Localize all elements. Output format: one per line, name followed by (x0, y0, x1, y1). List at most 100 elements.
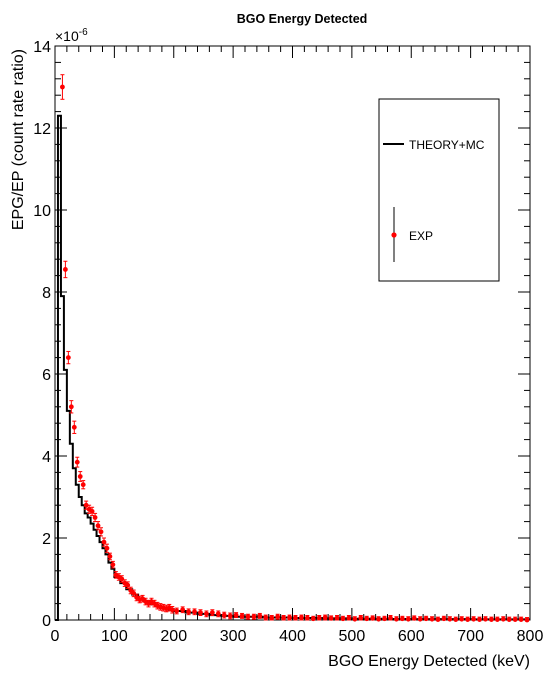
exp-marker (299, 615, 304, 620)
y-tick-label: 8 (42, 285, 51, 302)
exp-marker (65, 355, 71, 360)
exp-data-point (251, 613, 257, 620)
exp-data-point (299, 614, 304, 621)
exp-data-point (423, 615, 429, 622)
exp-data-point (107, 552, 113, 561)
exp-marker (518, 617, 524, 622)
exp-marker (334, 615, 340, 621)
exp-marker (281, 615, 286, 621)
exp-marker (83, 502, 89, 508)
exp-data-point (275, 613, 281, 620)
exp-marker (263, 615, 269, 620)
x-tick-label: 300 (220, 628, 247, 645)
exp-data-point (370, 615, 376, 621)
exp-marker (269, 615, 275, 621)
exp-marker (340, 616, 346, 622)
exp-marker (257, 613, 263, 619)
exp-marker (435, 617, 441, 622)
exp-marker (399, 616, 405, 622)
y-tick-label: 6 (42, 367, 51, 384)
exp-marker (494, 617, 500, 622)
exp-marker (364, 616, 370, 622)
exp-marker (77, 474, 83, 479)
exp-data-point (512, 616, 518, 622)
exp-marker (500, 616, 506, 622)
exp-data-point (110, 560, 116, 569)
exp-marker (92, 515, 98, 520)
exp-data-point (376, 616, 381, 622)
exp-marker (107, 554, 113, 559)
legend: THEORY+MC EXP (378, 98, 500, 282)
exp-marker (110, 562, 116, 568)
exp-marker (68, 404, 74, 410)
exp-marker (524, 617, 530, 623)
exp-marker (221, 612, 227, 618)
exp-marker (411, 615, 417, 621)
exp-data-point (80, 480, 86, 490)
exp-marker (382, 616, 387, 622)
exp-data-point (192, 608, 197, 616)
y-tick-label: 4 (42, 449, 51, 466)
exp-marker (125, 582, 131, 588)
exp-marker (60, 84, 65, 90)
exp-marker (293, 615, 298, 621)
exp-marker (506, 617, 512, 622)
exp-data-point (364, 615, 370, 622)
exp-marker (316, 615, 322, 621)
exp-marker (192, 609, 197, 615)
y-axis-label: EPG/EP (count rate ratio) (10, 49, 27, 230)
exp-data-point (453, 616, 459, 622)
exp-data-point (459, 616, 465, 622)
exp-data-point (98, 527, 104, 537)
exp-marker (417, 616, 423, 622)
exp-data-point (483, 616, 488, 622)
axes: 0 100 200 300 400 500 600 700 800 0 2 4 6 8 10 12 14 (33, 39, 543, 645)
exp-marker (74, 459, 80, 465)
exp-marker (180, 607, 186, 613)
exp-data-point (245, 613, 251, 620)
exp-data-point (89, 506, 95, 516)
exp-marker (71, 424, 77, 430)
exp-marker (423, 616, 429, 622)
exp-marker (128, 588, 134, 593)
exp-data-point (186, 608, 191, 616)
exp-data-point (346, 614, 352, 621)
exp-data-point (500, 616, 506, 622)
exp-marker (140, 596, 145, 602)
exp-data-point (204, 610, 209, 618)
exp-marker (101, 539, 107, 545)
exp-marker (131, 590, 137, 596)
exp-marker (310, 616, 316, 622)
legend-exp-label: EXP (409, 229, 433, 243)
y-tick-label: 14 (33, 39, 51, 56)
x-tick-label: 400 (279, 628, 306, 645)
legend-box (378, 98, 500, 282)
exp-data-point (524, 617, 530, 623)
exp-marker (275, 614, 281, 620)
exp-data-point (239, 612, 245, 619)
y-tick-label: 2 (42, 531, 51, 548)
exp-marker (119, 576, 125, 582)
exp-data-point (198, 609, 203, 616)
exp-marker (227, 613, 233, 619)
y-exponent-power: -6 (79, 27, 88, 38)
x-tick-label: 600 (398, 628, 425, 645)
exp-marker (512, 617, 518, 622)
exp-data-point (104, 543, 110, 553)
exp-marker (441, 616, 447, 622)
exp-marker (209, 610, 215, 616)
exp-data-point (322, 614, 328, 621)
x-tick-label: 800 (517, 628, 544, 645)
exp-data-point (518, 616, 524, 622)
exp-data-point (92, 512, 98, 523)
exp-data-point (394, 616, 399, 622)
exp-data-point (257, 612, 263, 619)
exp-data-point (399, 615, 405, 622)
exp-marker (477, 617, 482, 622)
exp-data-point (263, 614, 269, 621)
y-tick-label: 0 (42, 613, 51, 630)
exp-data-point (281, 614, 286, 621)
exp-data-point (128, 586, 134, 595)
exp-data-point (388, 614, 393, 621)
exp-data-point (310, 615, 316, 622)
